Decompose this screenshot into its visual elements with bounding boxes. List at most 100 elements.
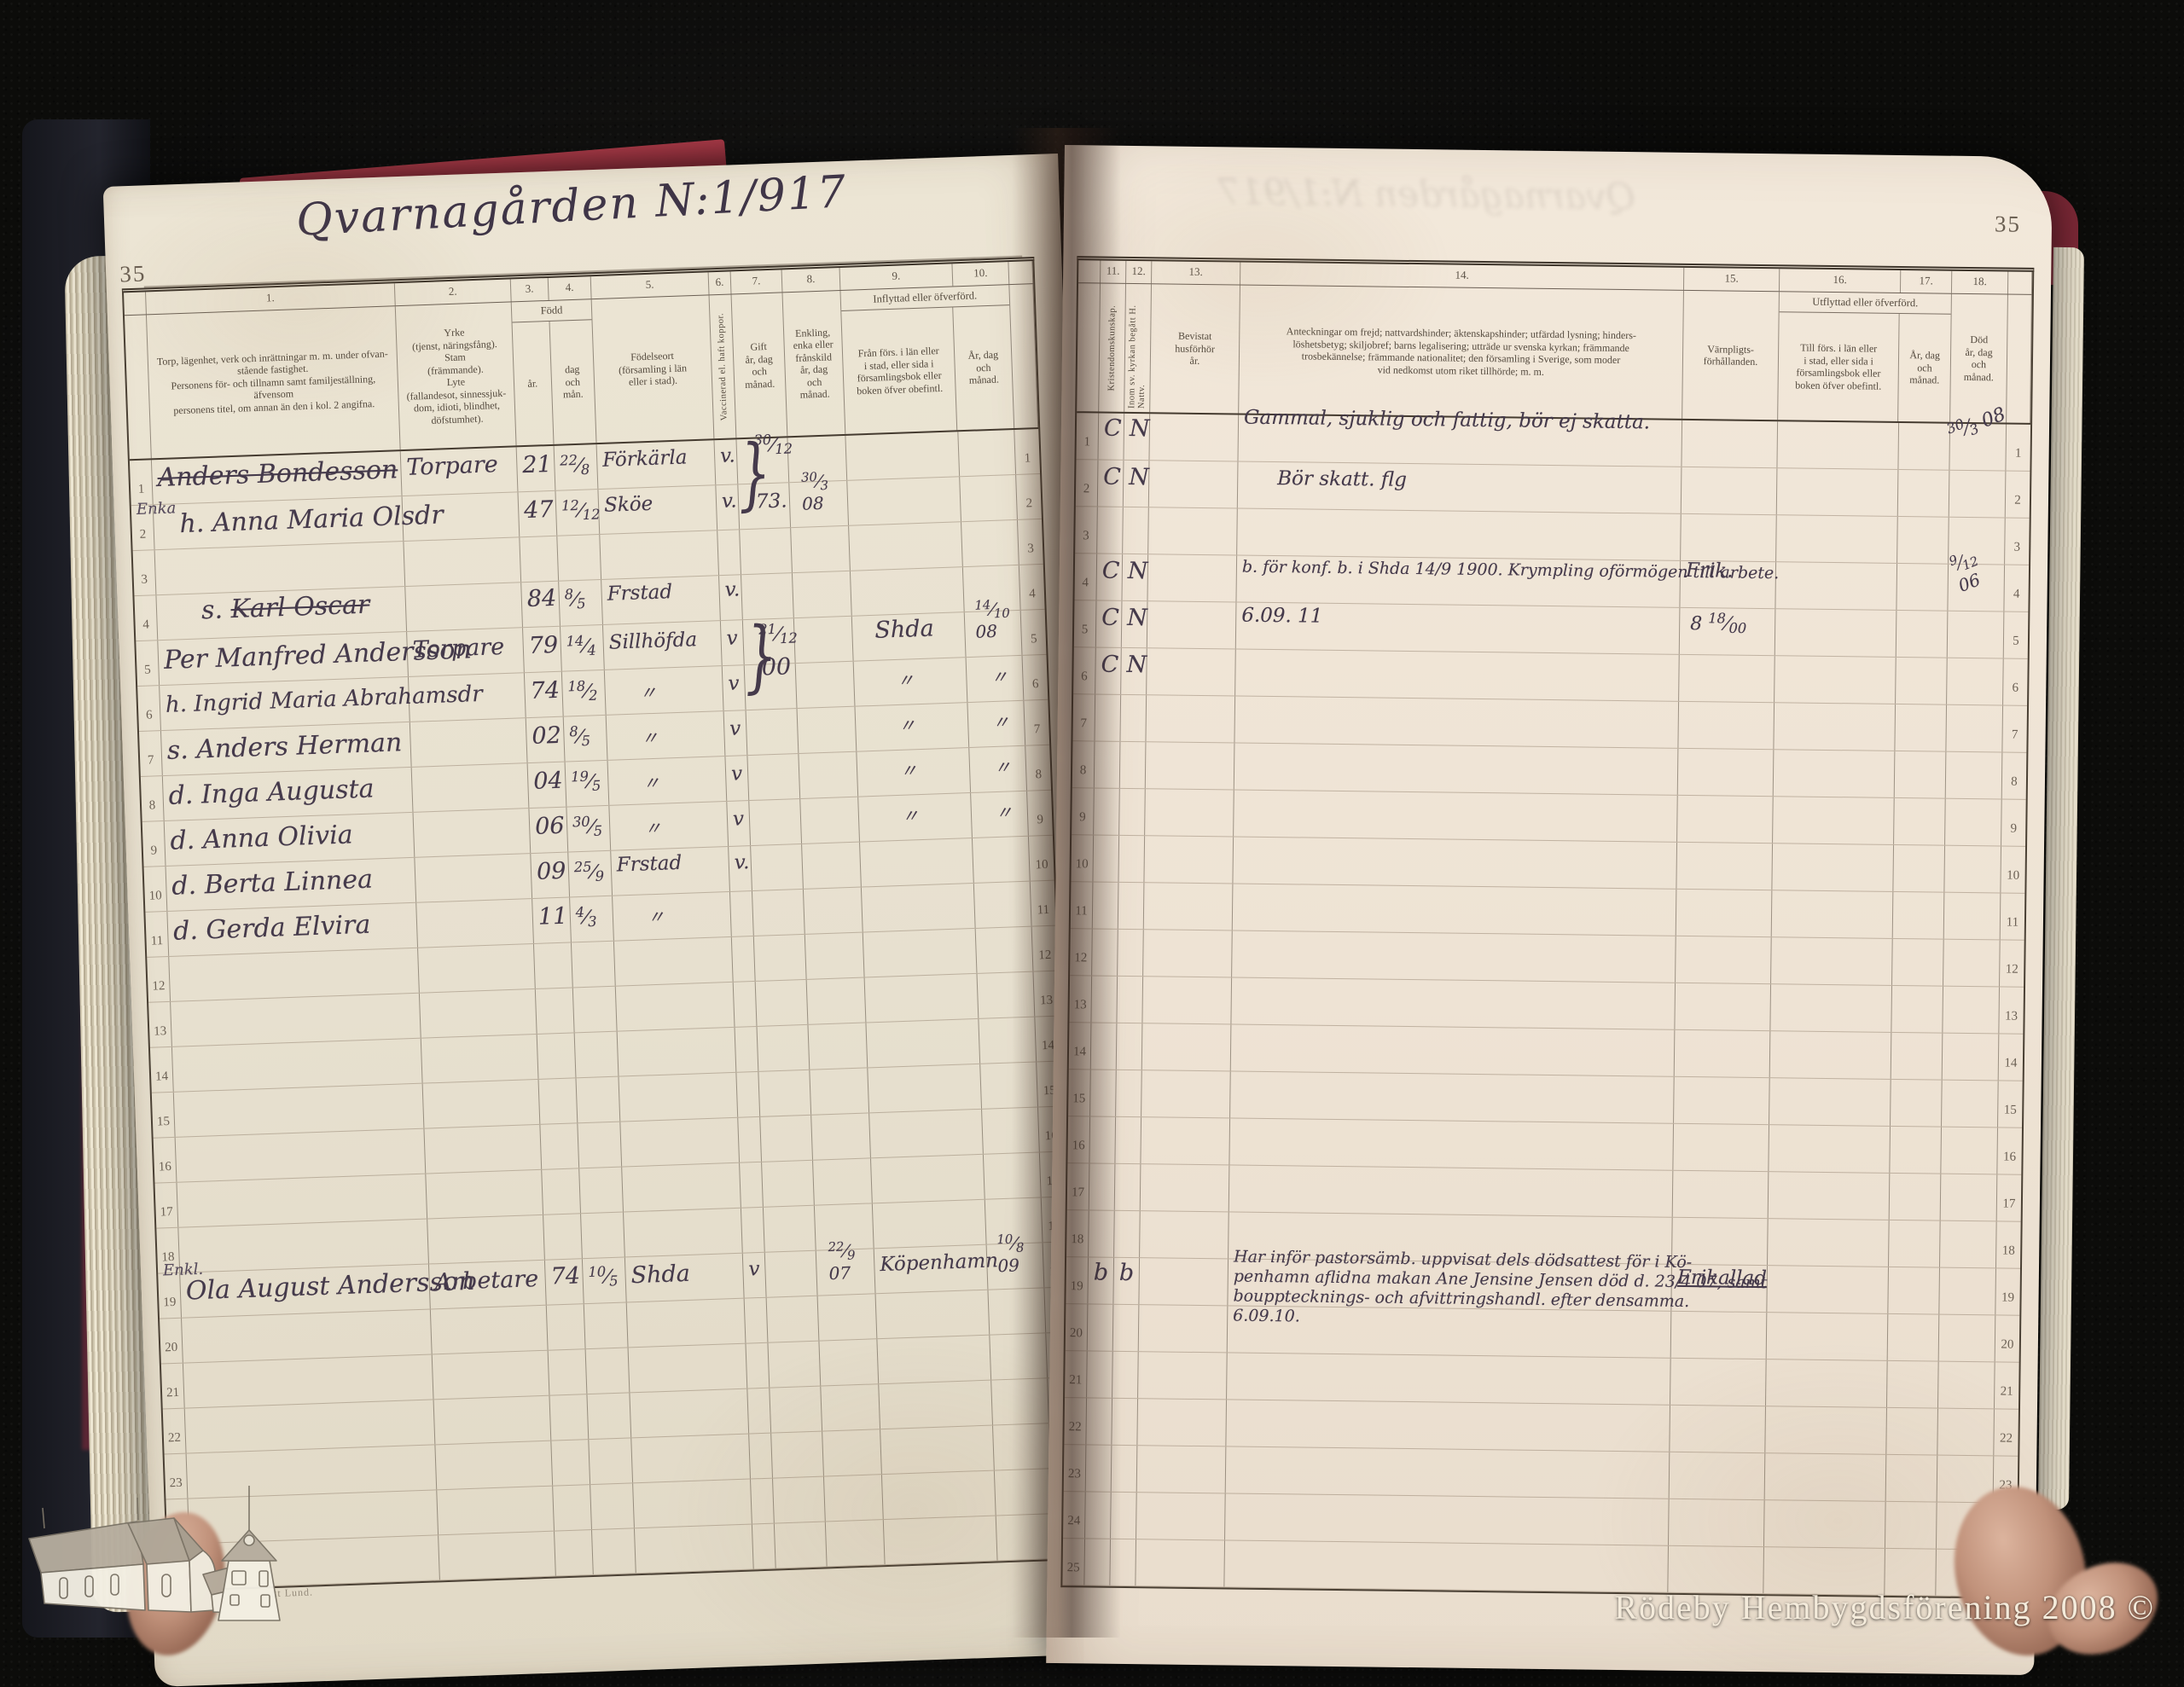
ledger-cell	[418, 943, 536, 993]
ledger-cell	[634, 1524, 754, 1574]
column-header: År, dag och månad.	[1909, 349, 1941, 386]
handwritten-entry: 22⁄8	[559, 451, 590, 478]
handwritten-entry: v.	[719, 444, 736, 468]
handwritten-entry: 47	[523, 496, 555, 525]
ledger-cell	[1677, 795, 1774, 844]
ledger-cell	[171, 1038, 423, 1092]
ledger-cell	[1670, 1405, 1766, 1453]
ledger-cell	[549, 1394, 590, 1441]
column-header: År, dag och månad.	[967, 348, 1000, 387]
ledger-cell	[746, 709, 799, 756]
ledger-cell	[800, 797, 861, 844]
ledger-cell	[1768, 1172, 1891, 1220]
ledger-cell	[751, 1478, 775, 1524]
ledger-cell	[791, 525, 851, 573]
row-number: 15	[2003, 1103, 2017, 1117]
ledger-cell	[1772, 844, 1895, 891]
ledger-cell	[1941, 1127, 1999, 1174]
ledger-cell	[1668, 1545, 1764, 1594]
column-number: 8.	[781, 267, 841, 293]
ledger-cell	[749, 798, 803, 846]
row-number: 10	[143, 866, 168, 912]
ledger-cell	[1676, 889, 1773, 937]
ledger-cell	[178, 1219, 429, 1272]
page-number-left: 35	[119, 260, 147, 287]
handwritten-entry: 30⁄3 08	[800, 470, 829, 515]
column-header: Yrke (tjenst, näringsfång). Stam (främma…	[395, 302, 517, 450]
ledger-cell	[1673, 1123, 1770, 1172]
column-number: 3.	[510, 277, 549, 302]
ledger-cell	[1140, 1211, 1229, 1259]
handwritten-entry: 〃	[641, 727, 659, 749]
row-number: 5	[136, 641, 160, 687]
handwritten-entry: 18⁄2	[567, 677, 598, 704]
handwritten-entry: v	[747, 1258, 760, 1281]
row-number: 20	[2001, 1337, 2014, 1352]
ledger-cell	[1234, 696, 1680, 748]
row-number: 18	[2001, 1244, 2015, 1258]
ledger-cell	[869, 1109, 984, 1158]
handwritten-entry: N	[1129, 463, 1150, 491]
ledger-cell	[870, 1154, 985, 1203]
column-header: Inom sv. kyrkan begått H. Nattv.	[1124, 283, 1153, 413]
book-gutter-shadow	[1012, 128, 1121, 1638]
ledger-cell	[622, 1162, 741, 1212]
ledger-cell	[1890, 1126, 1943, 1174]
ledger-cell	[435, 1441, 554, 1490]
handwritten-entry: 8⁄5	[564, 586, 586, 612]
ledger-cell	[182, 1309, 433, 1363]
ledger-cell	[1897, 516, 1949, 564]
ledger-cell	[1765, 1406, 1887, 1454]
ledger-cell	[1938, 1314, 1996, 1362]
ledger-cell	[806, 977, 867, 1024]
column-header: Födelseort (församling i län eller i sta…	[591, 295, 715, 443]
ledger-cell	[740, 1162, 764, 1208]
handwritten-entry: 10⁄5	[588, 1263, 619, 1290]
handwritten-entry: v.	[734, 851, 750, 874]
ledger-cell	[864, 973, 979, 1023]
ledger-cell	[1892, 891, 1945, 939]
ledger-cell	[868, 1064, 983, 1113]
ledger-cell	[960, 474, 1018, 522]
ledger-cell	[958, 429, 1017, 477]
ledger-cell	[1895, 704, 1948, 751]
ledger-cell	[1225, 1493, 1670, 1545]
page-number-right: 35	[1994, 211, 2022, 237]
ledger-cell	[1144, 836, 1234, 884]
ledger-cell	[760, 1115, 813, 1162]
handwritten-entry: 79	[528, 631, 559, 659]
ledger-cell	[432, 1350, 550, 1400]
ledger-cell	[1136, 1493, 1226, 1540]
ledger-cell	[1672, 1170, 1769, 1219]
ledger-cell	[1676, 842, 1774, 890]
ledger-cell	[1771, 937, 1893, 985]
column-header: Anteckningar om frejd; nattvardshinder; …	[1239, 285, 1684, 419]
ledger-cell	[1234, 743, 1679, 795]
column-number: 15.	[1683, 267, 1780, 292]
ledger-cell	[581, 1212, 625, 1259]
ledger-cell	[1138, 1305, 1228, 1353]
ledger-cell	[1885, 1454, 1938, 1502]
ledger-cell	[1224, 1540, 1669, 1592]
ledger-cell	[1946, 704, 2004, 752]
handwritten-entry: 73.	[755, 490, 788, 513]
ledger-cell	[1676, 936, 1772, 984]
ledger-cell	[803, 887, 863, 934]
handwritten-entry: Arbetare	[434, 1266, 539, 1296]
ledger-cell	[535, 988, 575, 1034]
ledger-cell	[771, 1431, 824, 1478]
ledger-cell	[411, 763, 530, 812]
ledger-cell	[819, 1339, 880, 1386]
ledger-cell	[1148, 507, 1238, 555]
ledger-cell	[537, 1033, 577, 1079]
ledger-grid: 1. 2. 3. 4. 5. 6. 7. 8. 9. 10. Torp, lägenhet, ver…	[121, 257, 1080, 1592]
column-number: 2.	[394, 279, 512, 306]
ledger-cell	[751, 844, 804, 891]
ledger-cell	[766, 1296, 820, 1342]
handwritten-entry: 25⁄9	[573, 858, 605, 884]
handwritten-entry: 〃	[991, 711, 1010, 733]
ledger-cell	[764, 1250, 818, 1297]
ledger-cell	[1940, 1174, 1998, 1221]
handwritten-entry: 11	[537, 902, 568, 930]
ledger-cell	[880, 1425, 995, 1475]
